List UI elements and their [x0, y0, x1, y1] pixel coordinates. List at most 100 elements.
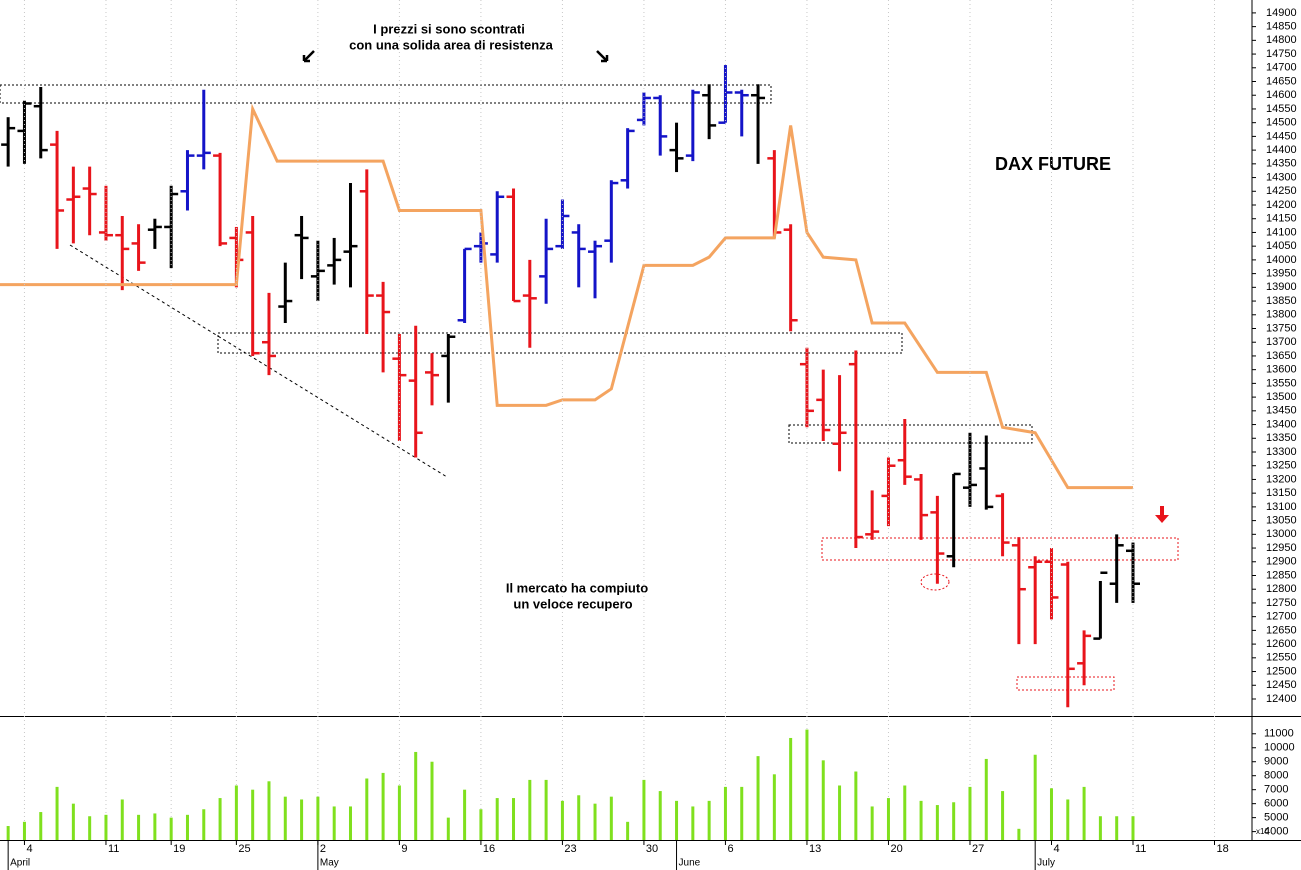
volume-bar	[805, 729, 809, 840]
y-tick-label: 13950	[1266, 268, 1297, 280]
x-tick-label: 30	[646, 843, 658, 855]
x-tick-label: 16	[483, 843, 495, 855]
volume-bar	[609, 796, 613, 840]
volume-bar	[88, 816, 92, 840]
month-label: May	[320, 858, 339, 869]
y-tick-label: 13800	[1266, 309, 1297, 321]
volume-bar	[365, 778, 369, 840]
y-tick-label: 13150	[1266, 487, 1297, 499]
volume-bar	[560, 800, 564, 840]
red-box	[821, 537, 1179, 561]
y-tick-label: 13600	[1266, 364, 1297, 376]
layout	[0, 0, 1301, 841]
x-tick-label: 11	[1135, 843, 1146, 855]
volume-bar	[495, 798, 499, 840]
volume-bar	[463, 789, 467, 840]
y-tick-label: 12900	[1266, 556, 1297, 568]
volume-bar	[740, 786, 744, 840]
x-tick-label: 19	[173, 843, 185, 855]
y-tick-label: 13050	[1266, 515, 1297, 527]
volume-bar	[544, 779, 548, 840]
volume-bar	[446, 817, 450, 840]
volume-bar	[316, 796, 320, 840]
volume-bar	[658, 791, 662, 840]
volume-bar	[1017, 828, 1021, 840]
volume-bar	[332, 806, 336, 840]
arrow	[302, 50, 315, 63]
volume-bar	[756, 756, 760, 840]
month-label: July	[1037, 858, 1055, 869]
volume-bar	[137, 814, 141, 840]
volume-bar	[22, 821, 26, 840]
y-tick-label: 7000	[1264, 784, 1288, 796]
volume-bar	[984, 758, 988, 840]
red-arrow	[1155, 506, 1169, 523]
line-series	[0, 103, 1133, 490]
x-tick-label: 4	[26, 843, 32, 855]
red-ellipse	[920, 573, 950, 591]
annotation: I prezzi si sono scontrati	[373, 21, 525, 36]
volume-bar	[6, 826, 10, 840]
support-box	[788, 424, 1033, 444]
volume-bar	[789, 737, 793, 840]
volume-bar	[185, 814, 189, 840]
volume-bar	[153, 813, 157, 840]
y-tick-label: 12800	[1266, 583, 1297, 595]
y-tick-label: 14100	[1266, 226, 1297, 238]
y-tick-label: 12600	[1266, 638, 1297, 650]
volume-bar	[723, 786, 727, 840]
y-tick-label: 14600	[1266, 89, 1297, 101]
volume-bar	[952, 802, 956, 840]
x-tick-label: 18	[1217, 843, 1229, 855]
y-tick-label: 14250	[1266, 185, 1297, 197]
volume-bar	[935, 805, 939, 840]
volume-bar	[71, 803, 75, 840]
x-tick-label: 4	[1053, 843, 1059, 855]
y-tick-label: 6000	[1264, 798, 1288, 810]
y-tick-label: 13900	[1266, 281, 1297, 293]
volume-axis-label: x10	[1256, 827, 1269, 836]
volume-bar	[1098, 816, 1102, 840]
x-tick-label: 20	[890, 843, 902, 855]
y-tick-label: 13750	[1266, 322, 1297, 334]
y-tick-label: 13300	[1266, 446, 1297, 458]
y-tick-label: 13700	[1266, 336, 1297, 348]
x-tick-label: 11	[108, 843, 119, 855]
red-box	[1016, 676, 1115, 691]
y-tick-label: 14350	[1266, 158, 1297, 170]
month-label: June	[679, 858, 701, 869]
y-tick-label: 13650	[1266, 350, 1297, 362]
y-tick-label: 14150	[1266, 213, 1297, 225]
volume-bar	[528, 779, 532, 840]
volume-bar	[1115, 816, 1119, 840]
y-tick-label: 14900	[1266, 7, 1297, 19]
annotation: Il mercato ha compiuto	[506, 580, 648, 595]
y-tick-label: 13250	[1266, 460, 1297, 472]
volume-bar	[903, 785, 907, 840]
volume-bar	[968, 786, 972, 840]
y-tick-label: 14300	[1266, 171, 1297, 183]
y-tick-label: 14000	[1266, 254, 1297, 266]
volume-bar	[577, 795, 581, 840]
y-tick-label: 12650	[1266, 624, 1297, 636]
x-tick-label: 27	[972, 843, 984, 855]
x-tick-label: 13	[809, 843, 821, 855]
volume-bar	[348, 806, 352, 840]
volume-bar	[593, 803, 597, 840]
y-tick-label: 14450	[1266, 130, 1297, 142]
volume-bar	[1049, 788, 1053, 840]
y-tick-label: 14200	[1266, 199, 1297, 211]
volume-bar	[381, 772, 385, 840]
x-tick-label: 25	[238, 843, 250, 855]
volume-bar	[854, 771, 858, 840]
chart-title: DAX FUTURE	[995, 154, 1111, 174]
volume-bar	[218, 798, 222, 840]
volume-bar	[39, 812, 43, 840]
volume-bar	[120, 799, 124, 840]
arrow	[596, 50, 609, 63]
volume-bar	[104, 814, 108, 840]
volume-bar	[267, 781, 271, 840]
y-tick-label: 13500	[1266, 391, 1297, 403]
volume-bar	[886, 798, 890, 840]
